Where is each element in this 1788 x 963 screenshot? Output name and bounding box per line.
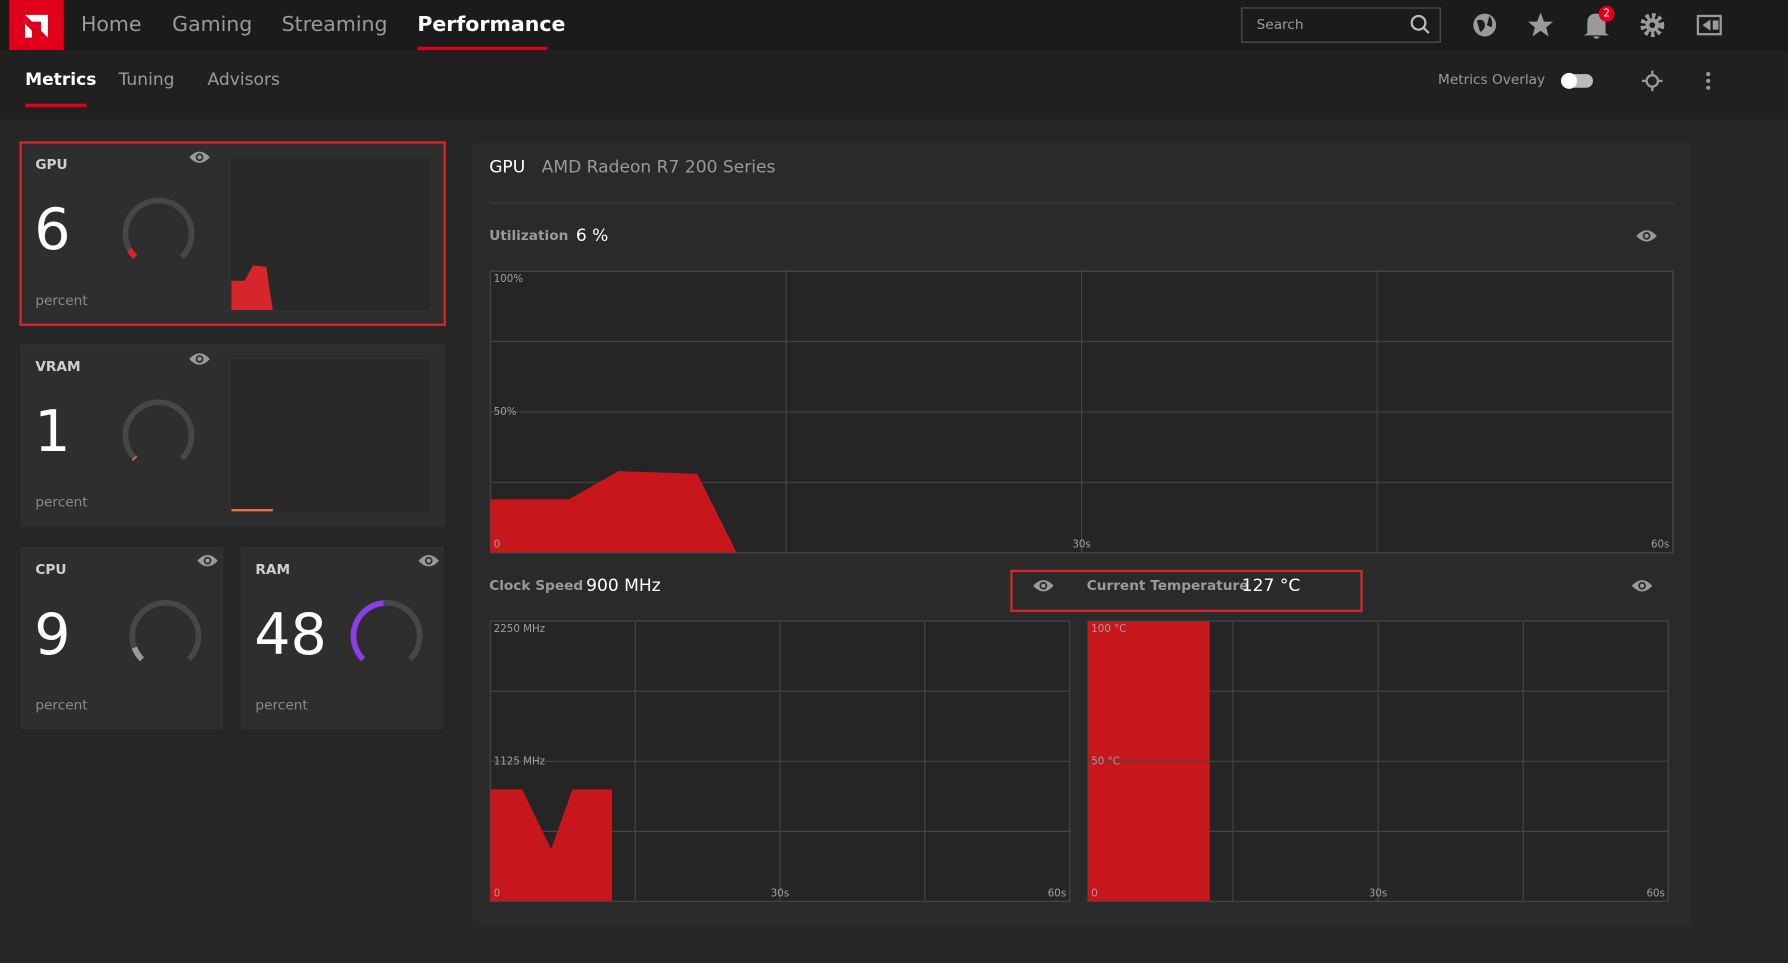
sub-tab[interactable]: Advisors [208, 70, 280, 90]
metric-card[interactable] [20, 547, 224, 730]
gauge-track [122, 399, 195, 461]
nav-tab[interactable]: Streaming [282, 12, 388, 36]
sub-tab-active[interactable]: Metrics [25, 70, 96, 90]
x-tick-label: 60s [1651, 539, 1669, 551]
mini-chart [231, 358, 430, 512]
metric-readout: 127 °C [1242, 576, 1301, 596]
x-tick-label: 60s [1646, 887, 1664, 899]
y-tick-label: 100 °C [1091, 623, 1126, 635]
notification-badge [1598, 5, 1615, 22]
card-value: 48 [254, 602, 327, 668]
search-icon [1422, 26, 1430, 34]
exit-icon[interactable] [1696, 14, 1722, 36]
gauge-value [131, 455, 138, 461]
device-name: AMD Radeon R7 200 Series [542, 158, 776, 178]
y-tick-label: 2250 MHz [494, 623, 545, 635]
x-tick-label: 30s [1369, 887, 1387, 899]
y-tick-label: 0 [494, 539, 501, 551]
card-unit: percent [35, 697, 88, 713]
amd-logo[interactable] [9, 0, 64, 51]
card-title: CPU [35, 562, 66, 578]
metric-card[interactable] [240, 547, 444, 730]
area-series [490, 471, 737, 553]
card-title: GPU [35, 157, 67, 173]
active-underline [417, 46, 548, 51]
mini-area [231, 265, 273, 310]
logo-box [9, 0, 64, 51]
card-title: VRAM [35, 359, 80, 375]
x-tick-label: 30s [771, 887, 789, 899]
y-tick-label: 0 [494, 887, 501, 899]
card-unit: percent [255, 697, 308, 713]
notification-count: 2 [1603, 8, 1610, 20]
search-box[interactable]: Search [1241, 7, 1441, 43]
sub-tab[interactable]: Tuning [118, 70, 175, 90]
y-tick-label: 50% [494, 406, 517, 418]
metric-label: Current Temperature [1087, 578, 1249, 594]
y-tick-label: 0 [1091, 887, 1098, 899]
highlight-box [1010, 569, 1363, 612]
metric-label: Utilization [489, 228, 568, 244]
card-value: 6 [34, 197, 70, 263]
more-menu[interactable] [1706, 72, 1711, 90]
card-value: 1 [34, 399, 70, 465]
overlay-label: Metrics Overlay [1438, 72, 1545, 88]
top-bar [0, 0, 1788, 51]
settings-icon[interactable] [1640, 13, 1665, 38]
nav-tab[interactable]: Home [81, 12, 142, 36]
y-tick-label: 1125 MHz [494, 755, 545, 767]
card-value: 9 [34, 602, 70, 668]
search-icon [1410, 14, 1427, 31]
metric-readout: 6 % [576, 226, 609, 246]
metric-readout: 900 MHz [586, 576, 661, 596]
crosshair-icon[interactable] [1642, 70, 1663, 92]
gauge-track [122, 197, 195, 260]
x-tick-label: 60s [1048, 887, 1066, 899]
gauge-value [127, 248, 138, 260]
card-unit: percent [35, 293, 88, 309]
overlay-toggle[interactable] [1561, 72, 1594, 89]
x-tick-label: 30s [1072, 539, 1090, 551]
nav-tab[interactable]: Gaming [172, 12, 252, 36]
gauge-value [131, 646, 145, 662]
globe-icon[interactable] [1473, 13, 1497, 37]
nav-tab-active[interactable]: Performance [417, 12, 565, 36]
search-field [1241, 7, 1441, 43]
card-unit: percent [35, 495, 88, 511]
gauge-track [129, 600, 202, 662]
y-tick-label: 100% [494, 273, 524, 285]
notifications-icon[interactable]: 2 [1583, 5, 1615, 39]
device-type: GPU [489, 158, 525, 178]
sub-nav [0, 50, 1788, 120]
favorites-icon[interactable] [1528, 12, 1554, 37]
gauge-value [350, 600, 384, 662]
metric-label: Clock Speed [489, 578, 583, 594]
area-series [490, 789, 612, 902]
card-title: RAM [255, 562, 290, 578]
active-underline [25, 103, 87, 108]
y-tick-label: 50 °C [1091, 755, 1120, 767]
search-placeholder: Search [1257, 17, 1304, 33]
